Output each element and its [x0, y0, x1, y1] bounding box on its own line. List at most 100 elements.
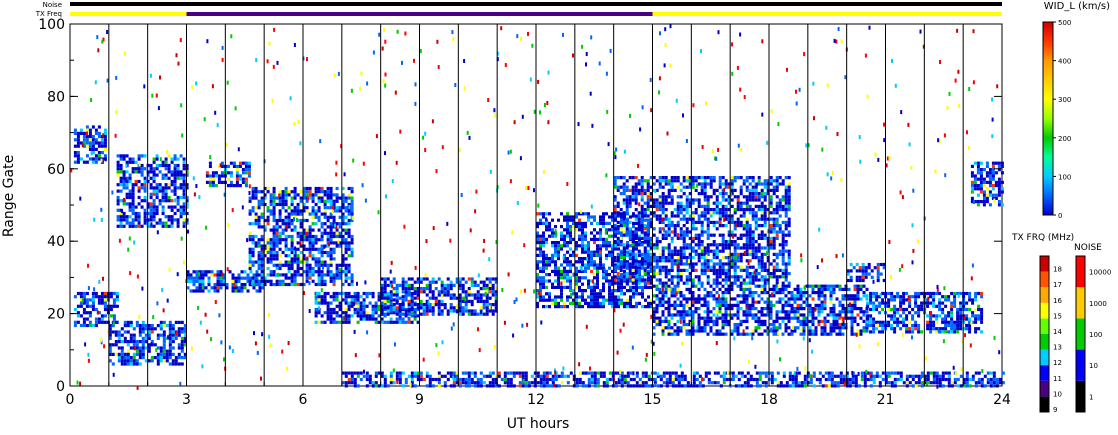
echo-cell: [329, 295, 333, 299]
echo-cell: [257, 266, 261, 271]
echo-cell: [116, 202, 120, 206]
echo-cell: [655, 179, 659, 183]
echo-cell: [269, 254, 273, 258]
echo-cell: [332, 320, 336, 324]
echo-cell: [416, 306, 420, 310]
echo-cell: [539, 221, 542, 225]
echo-cell: [314, 298, 318, 302]
echo-cell: [112, 298, 116, 302]
echo-cell: [162, 346, 166, 350]
echo-cell: [539, 253, 542, 257]
echo-cell: [763, 265, 767, 269]
echo-cell: [79, 301, 83, 305]
echo-cell: [619, 192, 623, 196]
echo-cell: [700, 326, 704, 330]
echo-cell: [207, 279, 211, 283]
echo-cell: [308, 273, 312, 277]
echo-cell: [682, 185, 686, 189]
echo-cell: [793, 307, 797, 311]
echo-cell: [736, 332, 740, 336]
echo-cell: [554, 295, 557, 299]
echo-cell: [760, 291, 764, 295]
echo-cell: [569, 301, 572, 305]
echo-cell: [730, 204, 734, 208]
echo-cell: [757, 316, 761, 320]
echo-cell: [125, 179, 129, 184]
echo-cell: [590, 260, 593, 264]
echo-cell: [416, 303, 420, 307]
echo-cell: [616, 188, 620, 192]
echo-cell: [757, 198, 761, 202]
echo-cell: [784, 233, 788, 237]
echo-cell: [760, 332, 764, 336]
echo-cell: [176, 199, 180, 203]
echo-cell: [434, 296, 438, 300]
echo-cell: [287, 218, 291, 223]
echo-cell: [587, 301, 590, 305]
echo-cell: [272, 209, 276, 213]
echo-cell: [739, 204, 743, 208]
echo-cell: [682, 217, 686, 221]
echo-cell: [338, 301, 342, 305]
echo-cell: [404, 290, 408, 294]
echo-cell: [122, 224, 126, 228]
echo-cell: [335, 199, 339, 203]
echo-cell: [491, 277, 495, 281]
echo-cell: [763, 182, 767, 186]
echo-cell: [182, 195, 186, 200]
echo-cell: [644, 218, 647, 222]
echo-cell: [329, 206, 333, 210]
echo-cell: [646, 188, 650, 192]
echo-cell: [727, 185, 731, 189]
echo-cell: [115, 291, 119, 296]
echo-cell: [374, 304, 378, 308]
echo-cell: [103, 154, 107, 158]
echo-cell: [341, 228, 345, 232]
echo-cell: [890, 327, 894, 331]
echo-cell: [82, 141, 86, 145]
echo-cell: [278, 282, 282, 287]
echo-cell: [314, 270, 318, 274]
echo-cell: [676, 211, 680, 215]
echo-cell: [299, 266, 303, 271]
echo-cell: [88, 128, 92, 132]
echo-cell: [706, 278, 710, 282]
echo-cell: [619, 185, 623, 189]
echo-cell: [700, 185, 704, 189]
echo-cell: [578, 228, 581, 232]
echo-cell: [548, 212, 551, 216]
echo-cell: [796, 297, 800, 301]
echo-cell: [177, 330, 181, 334]
echo-cell: [229, 161, 233, 165]
echo-cell: [308, 234, 312, 239]
echo-cell: [82, 307, 86, 312]
echo-cell: [257, 282, 261, 287]
echo-cell: [290, 212, 294, 216]
echo-cell: [611, 263, 614, 267]
echo-cell: [162, 336, 166, 340]
echo-cell: [688, 275, 692, 279]
echo-cell: [128, 208, 132, 212]
echo-cell: [347, 222, 351, 226]
echo-cell: [581, 234, 584, 238]
echo-cell: [643, 188, 647, 192]
echo-cell: [131, 189, 135, 193]
echo-cell: [772, 287, 776, 291]
echo-cell: [177, 320, 181, 324]
echo-cell: [718, 176, 722, 180]
echo-cell: [599, 305, 602, 309]
echo-cell: [718, 211, 722, 215]
echo-cell: [637, 224, 641, 228]
echo-cell: [170, 179, 174, 184]
echo-cell: [167, 195, 171, 200]
echo-cell: [299, 273, 303, 277]
echo-cell: [494, 299, 498, 303]
echo-cell: [736, 195, 740, 199]
echo-cell: [691, 278, 695, 282]
echo-cell: [613, 281, 617, 285]
echo-cell: [763, 278, 767, 282]
echo-cell: [143, 221, 147, 225]
echo-cell: [311, 215, 315, 219]
echo-cell: [638, 292, 641, 296]
echo-cell: [859, 284, 863, 288]
